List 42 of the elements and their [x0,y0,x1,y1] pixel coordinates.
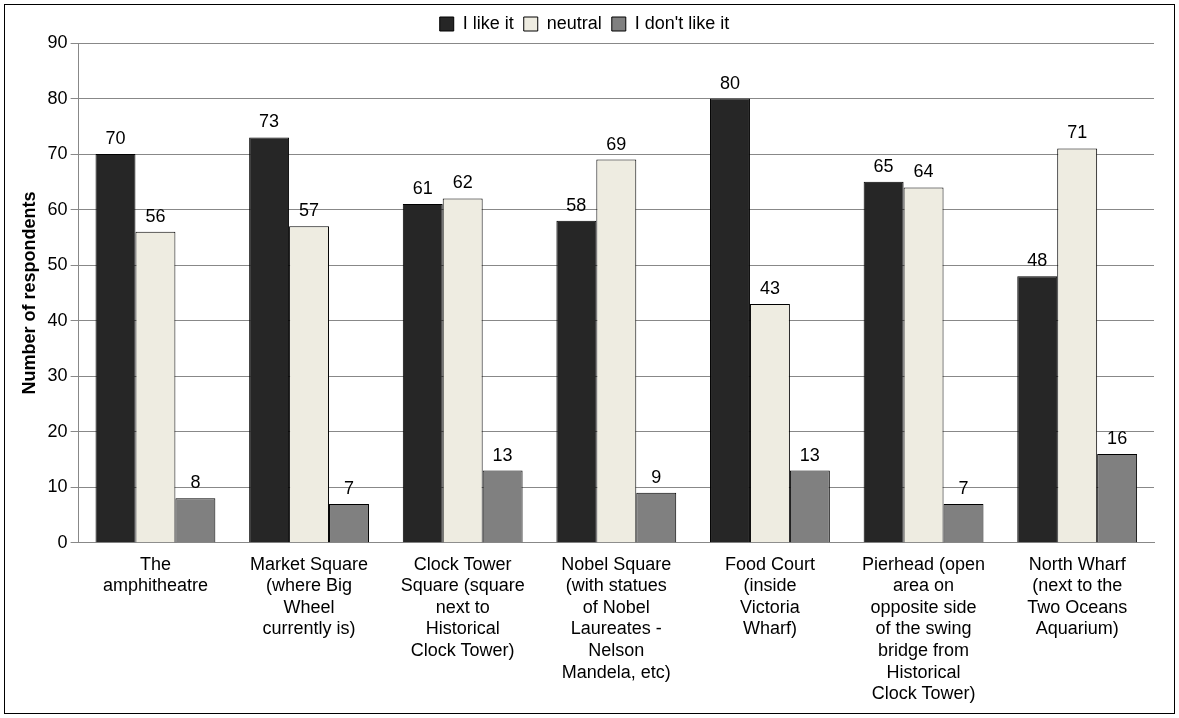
x-tick-label: Market Square (where Big Wheel currently is) [250,553,369,639]
y-tick-label: 10 [47,476,68,497]
data-label: 58 [566,194,587,215]
data-label: 70 [105,128,126,149]
data-label: 43 [759,277,780,298]
data-label: 13 [799,444,820,465]
data-label: 61 [412,178,433,199]
data-label: 9 [651,466,662,487]
x-tick-label: Clock Tower Square (square next to Historical Clock Tower) [400,553,525,660]
data-label: 7 [343,477,355,498]
x-tick-label: North Wharf (next to the Two Oceans Aquarium) [1027,553,1128,639]
legend-label: I like it [462,12,514,33]
data-label: 69 [606,133,627,154]
legend-label: I don't like it [634,12,730,33]
data-label: 7 [958,477,969,498]
data-label: 71 [1067,122,1088,143]
y-tick-label: 80 [47,87,68,108]
y-tick-label: 20 [47,420,68,441]
y-tick-label: 40 [47,309,68,330]
x-tick-label: Nobel Square (with statues of Nobel Laureates - Nelson Mandela, etc) [561,553,672,682]
data-label: 8 [190,472,201,493]
x-tick-label: Pierhead (open area on opposite side of the swing bridge from Historical Clock Tower) [862,553,986,704]
y-tick-label: 60 [47,198,68,219]
y-tick-label: 30 [47,365,68,386]
x-tick-label: The amphitheatre [102,553,208,596]
data-label: 80 [719,72,741,93]
legend-label: neutral [546,12,602,33]
data-label: 73 [259,111,280,132]
x-tick-label: Food Court (inside Victoria Wharf) [724,553,815,639]
data-label: 65 [873,155,894,176]
data-label: 13 [492,444,513,465]
y-axis-title: Number of respondents [18,191,39,395]
data-label: 56 [145,205,166,226]
y-tick-label: 90 [47,31,68,52]
y-tick-label: 70 [47,143,68,164]
data-label: 62 [452,172,473,193]
data-label: 48 [1027,250,1048,271]
data-label: 57 [299,200,320,221]
data-label: 64 [913,161,934,182]
y-tick-label: 0 [57,531,68,552]
data-label: 16 [1107,427,1128,448]
y-tick-label: 50 [47,254,68,275]
